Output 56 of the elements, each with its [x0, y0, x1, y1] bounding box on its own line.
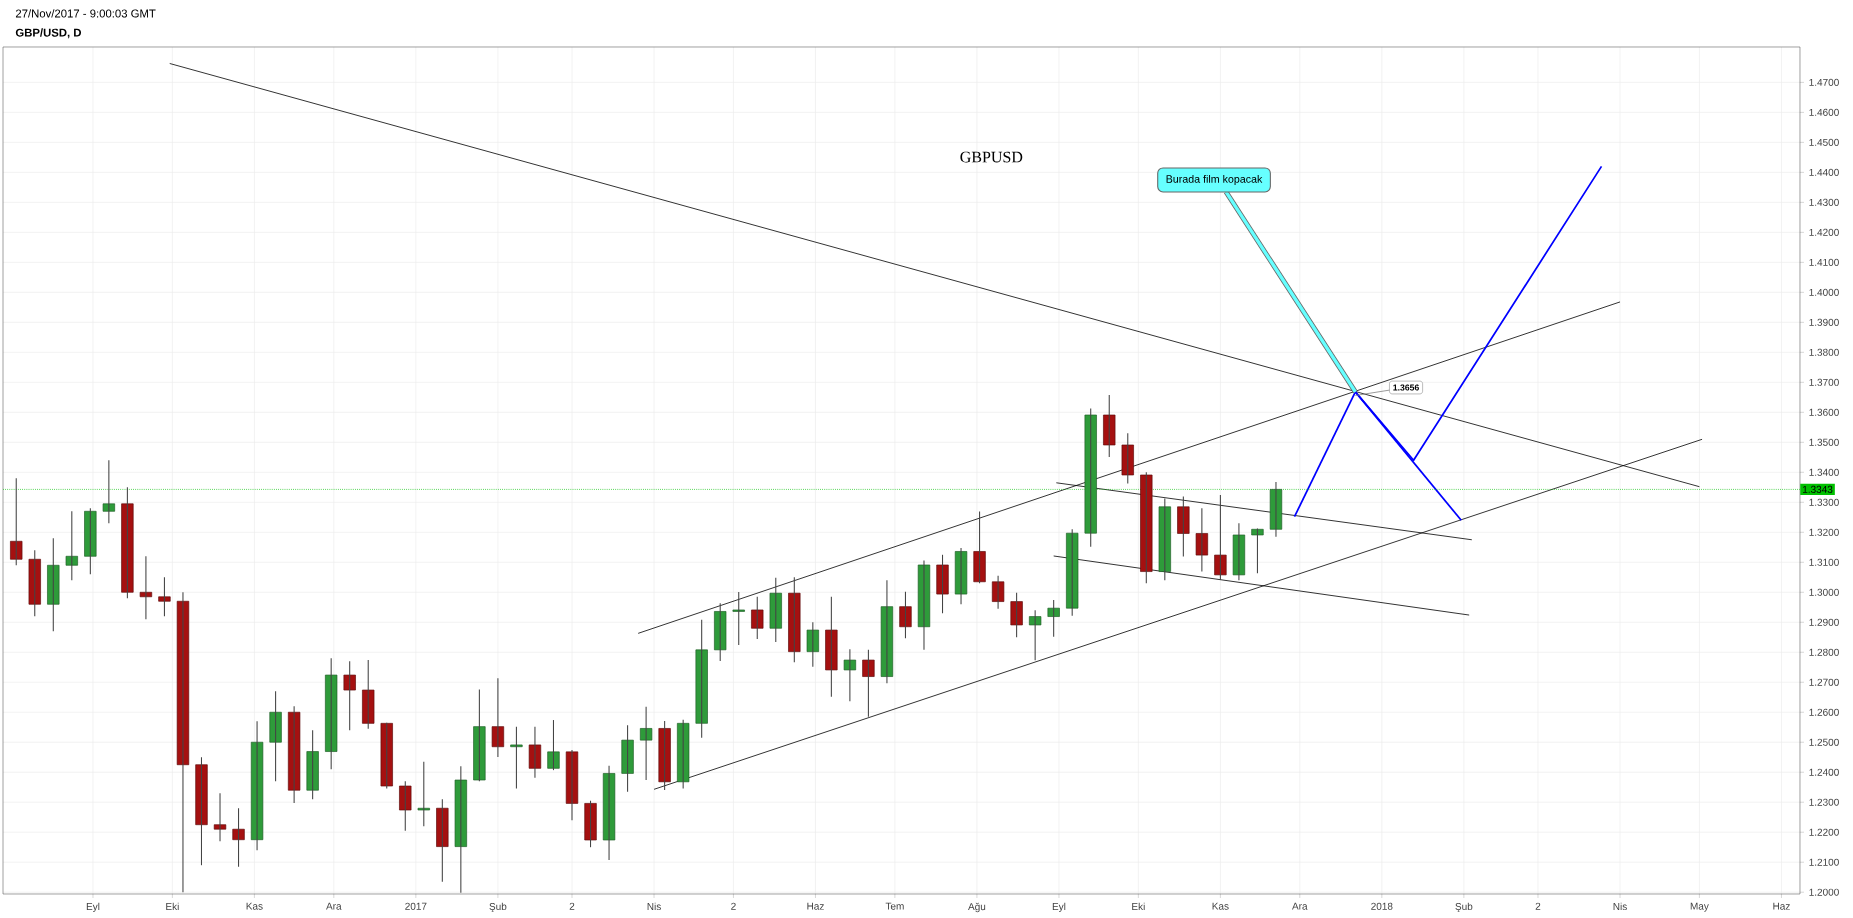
y-tick-label: 1.3700 — [1809, 378, 1839, 386]
y-tick-label: 1.4400 — [1809, 168, 1839, 176]
annotation: 1.3656 — [1393, 384, 1419, 391]
y-tick-label: 1.2100 — [1809, 858, 1839, 866]
annotation: GBPUSD — [960, 151, 1023, 163]
y-tick-label: 1.3000 — [1809, 588, 1839, 596]
x-tick-label: Şub — [489, 902, 507, 913]
x-tick-label: Nis — [647, 902, 661, 911]
x-tick-label: 2 — [731, 902, 736, 910]
x-tick-label: Ara — [1292, 902, 1308, 910]
x-tick-label: Haz — [1773, 902, 1790, 910]
y-tick-label: 1.4100 — [1809, 258, 1839, 266]
x-tick-label: Nis — [1613, 902, 1627, 911]
y-tick-label: 1.2000 — [1809, 888, 1839, 896]
y-tick-label: 1.2500 — [1809, 738, 1839, 746]
y-tick-label: 1.3400 — [1809, 468, 1839, 476]
y-tick-label: 1.2700 — [1809, 678, 1839, 686]
y-tick-label: 1.2300 — [1809, 798, 1839, 806]
x-tick-label: Şub — [1455, 902, 1473, 913]
y-tick-label: 1.3100 — [1809, 558, 1839, 566]
y-tick-label: 1.4700 — [1809, 78, 1839, 86]
chart-subtitle: 27/Nov/2017 - 9:00:03 GMT — [15, 9, 156, 18]
y-tick-label: 1.2200 — [1809, 828, 1839, 836]
y-tick-label: 1.3200 — [1809, 528, 1839, 536]
x-tick-label: 2017 — [405, 902, 427, 910]
x-tick-label: Kas — [1212, 902, 1229, 910]
x-tick-label: 2 — [1535, 902, 1541, 910]
x-tick-label: Eki — [166, 902, 179, 910]
y-tick-label: 1.4000 — [1809, 288, 1839, 296]
y-tick-label: 1.4600 — [1809, 108, 1839, 116]
y-tick-label: 1.2400 — [1809, 768, 1839, 776]
x-tick-label: Kas — [246, 902, 263, 910]
annotation: Burada film kopacak — [1166, 174, 1263, 185]
chart-title: GBP/USD, D — [15, 28, 82, 39]
x-tick-label: Haz — [807, 902, 824, 910]
y-tick-label: 1.2800 — [1809, 648, 1839, 656]
x-tick-label: Eyl — [86, 902, 100, 913]
y-tick-label: 1.4300 — [1809, 198, 1839, 206]
y-tick-label: 1.4500 — [1809, 138, 1839, 146]
x-tick-label: 2 — [569, 902, 575, 910]
y-tick-label: 1.4200 — [1809, 228, 1839, 236]
y-tick-label: 1.3800 — [1809, 348, 1839, 356]
y-tick-label: 1.2600 — [1809, 708, 1839, 716]
x-tick-label: Eyl — [1052, 902, 1066, 913]
x-tick-label: 2018 — [1371, 902, 1393, 910]
y-tick-label: 1.3600 — [1809, 408, 1839, 416]
y-tick-label: 1.3500 — [1809, 438, 1839, 446]
ref-line-label: 1.3343 — [1803, 485, 1833, 493]
y-tick-label: 1.2900 — [1809, 618, 1839, 626]
x-tick-label: Ara — [326, 902, 342, 910]
x-tick-label: Tem — [885, 902, 904, 910]
x-tick-label: May — [1690, 902, 1709, 912]
y-tick-label: 1.3900 — [1809, 318, 1839, 326]
x-tick-label: Ağu — [968, 902, 986, 913]
x-tick-label: Eki — [1132, 902, 1145, 910]
y-tick-label: 1.3300 — [1809, 498, 1839, 506]
